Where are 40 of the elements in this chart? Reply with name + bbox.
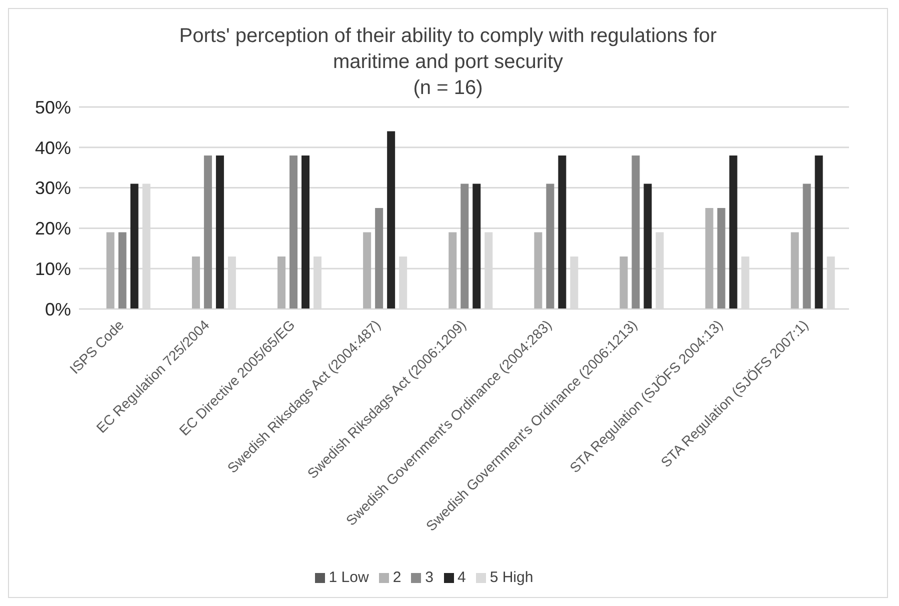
legend-label: 1 Low (328, 569, 369, 586)
legend-label: 5 High (490, 569, 534, 586)
bar (192, 256, 200, 309)
bar (790, 232, 799, 309)
bar (448, 232, 457, 309)
bar (204, 155, 212, 309)
bar (558, 155, 566, 309)
bar (802, 184, 811, 309)
bar (216, 155, 224, 309)
bar (546, 184, 554, 309)
y-tick-label: 30% (34, 178, 71, 198)
chart-title: Ports' perception of their ability to comply with regulations for maritime and port security (178, 24, 718, 75)
y-tick-label: 50% (34, 97, 71, 118)
bar (278, 256, 286, 309)
bar (705, 208, 714, 309)
bar (814, 155, 823, 309)
bar (387, 131, 396, 309)
bar (717, 208, 726, 309)
y-tick-label: 20% (34, 218, 71, 239)
bar (106, 232, 114, 309)
bar (302, 155, 310, 309)
bar (130, 184, 138, 309)
y-tick-label: 0% (44, 299, 71, 320)
bar (460, 184, 469, 309)
bar (472, 184, 481, 309)
bar (632, 155, 640, 309)
y-tick-label: 10% (34, 258, 71, 279)
bar (729, 155, 738, 309)
chart-subtitle: (n = 16) (412, 76, 484, 101)
bar (620, 256, 628, 309)
bar (534, 232, 542, 309)
bar (375, 208, 384, 309)
legend-label: 3 (425, 569, 434, 586)
bar (363, 232, 372, 309)
y-tick-label: 40% (34, 138, 71, 158)
legend-label: 4 (458, 569, 466, 586)
bar (118, 232, 126, 309)
bar (290, 155, 298, 309)
bar (644, 184, 652, 309)
legend-label: 2 (392, 569, 402, 586)
